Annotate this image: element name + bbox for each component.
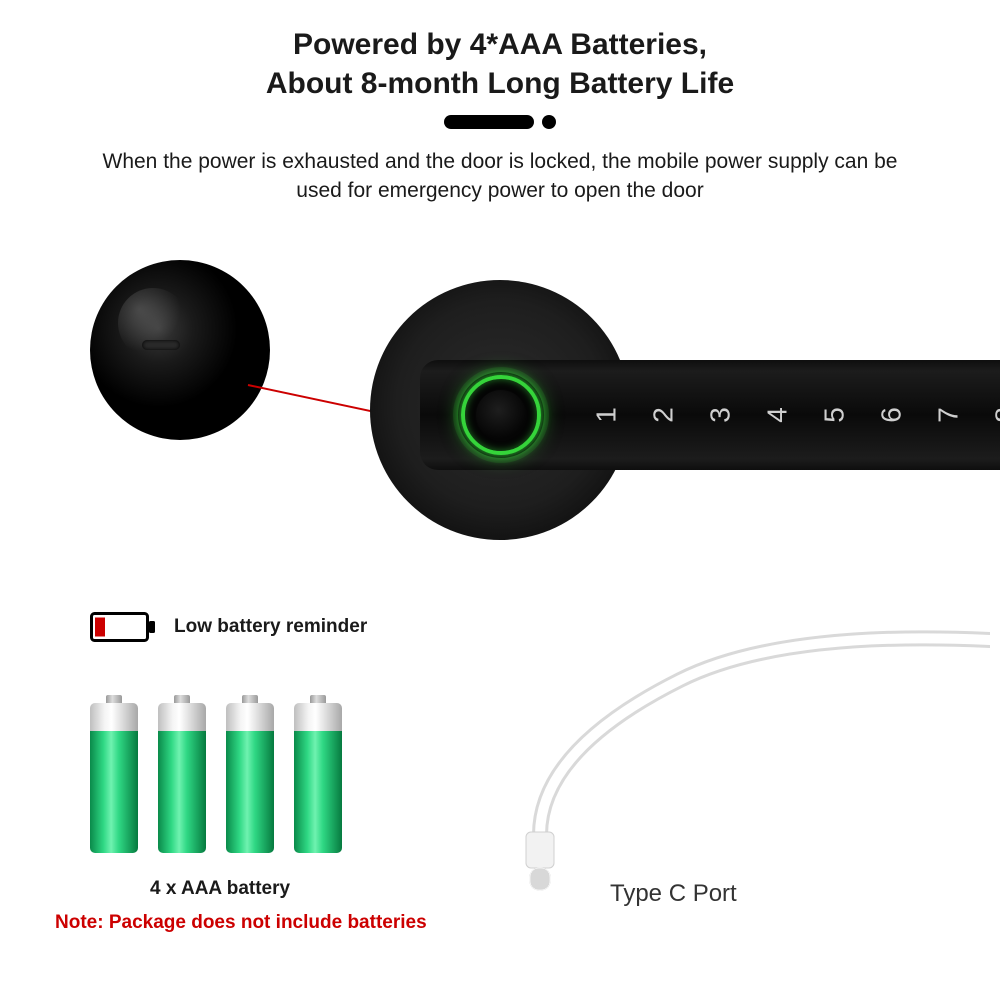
aaa-battery-icon <box>158 695 206 853</box>
keypad: 1 2 3 4 5 6 7 8 CARD <box>580 360 1000 470</box>
key-2: 2 <box>648 401 680 430</box>
title-underline <box>0 115 1000 129</box>
key-4: 4 <box>762 401 794 430</box>
underline-dot <box>542 115 556 129</box>
page-subtitle: When the power is exhausted and the door… <box>0 129 1000 206</box>
page-title: Powered by 4*AAA Batteries, About 8-mont… <box>0 0 1000 103</box>
low-battery-label: Low battery reminder <box>174 616 367 638</box>
product-illustration: 1 2 3 4 5 6 7 8 CARD <box>0 260 1000 580</box>
low-battery-row: Low battery reminder <box>90 612 367 642</box>
key-8: 8 <box>990 401 1000 430</box>
key-6: 6 <box>876 401 908 430</box>
title-line-1: Powered by 4*AAA Batteries, <box>293 28 707 61</box>
key-1: 1 <box>591 401 623 430</box>
batteries-label: 4 x AAA battery <box>150 878 290 900</box>
usb-c-slot-icon <box>142 340 180 350</box>
low-battery-icon <box>90 612 156 642</box>
title-line-2: About 8-month Long Battery Life <box>266 67 734 100</box>
key-5: 5 <box>819 401 851 430</box>
key-3: 3 <box>705 401 737 430</box>
aaa-battery-icon <box>294 695 342 853</box>
fingerprint-ring-icon <box>458 372 544 458</box>
aaa-battery-icon <box>90 695 138 853</box>
package-note: Note: Package does not include batteries <box>55 912 427 934</box>
key-7: 7 <box>933 401 965 430</box>
lock-handle: 1 2 3 4 5 6 7 8 CARD <box>420 360 1000 470</box>
battery-group <box>90 695 342 853</box>
type-c-label: Type C Port <box>610 880 737 908</box>
aaa-battery-icon <box>226 695 274 853</box>
underline-pill <box>444 115 534 129</box>
port-closeup <box>90 260 270 440</box>
